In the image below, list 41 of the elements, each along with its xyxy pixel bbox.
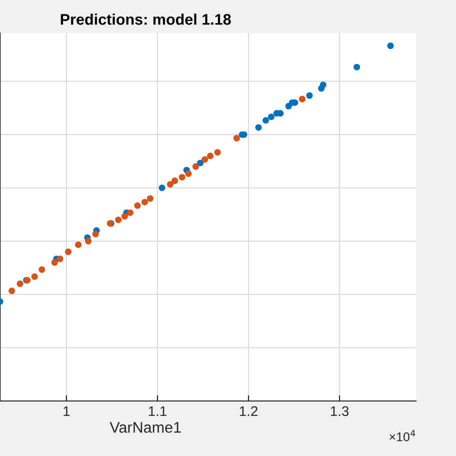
point bbox=[146, 195, 154, 202]
point bbox=[51, 259, 58, 266]
point bbox=[134, 202, 141, 209]
x-tick-label: 1.2 bbox=[240, 406, 258, 416]
point bbox=[192, 163, 199, 170]
point bbox=[306, 92, 313, 99]
point bbox=[85, 238, 92, 244]
point bbox=[166, 181, 174, 188]
point bbox=[126, 209, 134, 216]
point bbox=[255, 124, 262, 131]
point bbox=[31, 273, 38, 280]
point bbox=[172, 178, 178, 184]
point bbox=[262, 117, 270, 124]
point bbox=[158, 184, 166, 192]
chart-title: Predictions: model 1.18 bbox=[60, 14, 231, 25]
point bbox=[320, 82, 326, 88]
point bbox=[65, 248, 72, 256]
point bbox=[16, 280, 24, 288]
point bbox=[268, 114, 275, 120]
point bbox=[202, 156, 208, 163]
point bbox=[233, 134, 240, 142]
point bbox=[121, 213, 128, 220]
point bbox=[92, 230, 99, 238]
x-tick-label: 1.1 bbox=[148, 406, 166, 416]
point bbox=[214, 149, 221, 156]
x-tick-label: 1 bbox=[64, 406, 70, 416]
x-axis-title: VarName1 bbox=[110, 422, 181, 433]
point bbox=[8, 288, 16, 294]
point bbox=[207, 152, 214, 160]
point bbox=[354, 64, 360, 70]
point bbox=[387, 42, 394, 50]
x-tick-label: 1.3 bbox=[330, 406, 349, 416]
point bbox=[178, 174, 186, 180]
point bbox=[185, 170, 192, 177]
point bbox=[115, 216, 122, 224]
point bbox=[38, 266, 46, 273]
point bbox=[298, 96, 306, 102]
point bbox=[141, 198, 148, 206]
point bbox=[75, 241, 82, 248]
text: ×10$^{4}$ bbox=[390, 430, 416, 442]
point bbox=[56, 256, 64, 262]
